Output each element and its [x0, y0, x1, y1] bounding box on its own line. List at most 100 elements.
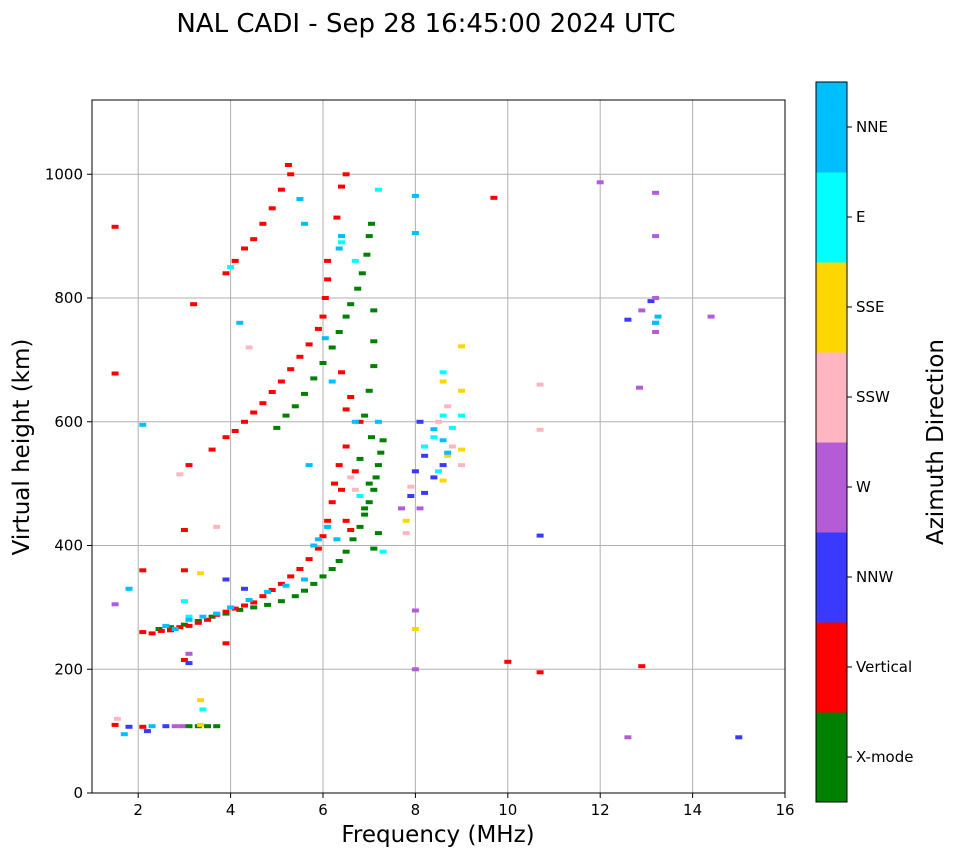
colorbar-label: Azimuth Direction [923, 339, 949, 545]
data-point [652, 190, 660, 195]
data-point [171, 724, 179, 729]
data-point [287, 172, 295, 177]
data-point [167, 628, 174, 633]
data-point [259, 401, 267, 406]
data-point [199, 614, 207, 619]
data-point [162, 623, 170, 628]
data-point [654, 314, 662, 319]
data-point [707, 314, 715, 319]
data-point [277, 187, 285, 192]
data-point [321, 296, 329, 300]
data-point [411, 231, 419, 235]
data-point [342, 444, 350, 449]
data-point [458, 447, 466, 452]
data-point [374, 463, 382, 468]
data-point [365, 481, 373, 486]
data-point [185, 661, 193, 666]
data-point [439, 478, 447, 483]
data-point [176, 472, 184, 477]
data-point [430, 427, 438, 432]
data-point [458, 463, 466, 468]
data-point [377, 450, 385, 455]
data-point [305, 557, 313, 562]
data-point [398, 506, 405, 511]
data-point [411, 608, 419, 613]
data-point [636, 385, 643, 390]
colorbar-segment [816, 352, 847, 443]
y-axis-ticks: 0 200 400 600 800 1000 [45, 165, 92, 802]
data-point [143, 729, 151, 734]
data-point [185, 463, 193, 468]
data-point [222, 271, 230, 276]
series-nnw [125, 299, 743, 740]
data-point [361, 506, 369, 511]
data-point [439, 438, 447, 443]
data-point [250, 600, 258, 605]
data-point [139, 724, 147, 729]
colorbar-tick-label: NNW [856, 568, 893, 586]
colorbar-tick-label: SSW [856, 388, 890, 406]
series-nne [120, 193, 662, 737]
data-point [185, 651, 193, 656]
data-point [354, 286, 362, 291]
colorbar-segment [816, 712, 847, 803]
data-point [448, 425, 456, 430]
data-point [735, 735, 743, 740]
data-point [178, 724, 186, 729]
data-point [331, 481, 338, 486]
data-point [356, 494, 364, 498]
data-point [365, 234, 373, 239]
data-point [167, 625, 174, 630]
data-point [204, 724, 211, 729]
data-point [264, 602, 272, 607]
data-point [342, 518, 350, 523]
data-point [310, 543, 318, 548]
data-point [448, 444, 456, 449]
data-point [342, 172, 350, 177]
data-point [291, 594, 299, 599]
data-point [319, 314, 327, 319]
data-point [111, 371, 119, 376]
data-point [148, 724, 156, 729]
data-point [335, 463, 343, 468]
data-point [236, 320, 244, 325]
data-point [430, 475, 438, 480]
data-point [368, 221, 375, 226]
data-point [333, 537, 341, 542]
data-point [421, 490, 429, 495]
data-point [213, 724, 221, 729]
data-point [402, 531, 410, 536]
data-point [435, 469, 442, 474]
data-point [222, 641, 230, 646]
data-point [411, 627, 419, 631]
plot-area: 2 4 6 8 10 12 14 16 0 200 400 600 800 1000 [45, 99, 795, 819]
data-point [370, 339, 378, 344]
data-point [301, 391, 308, 396]
data-point [125, 586, 133, 591]
data-point [284, 163, 292, 167]
data-point [310, 581, 318, 586]
data-point [259, 594, 267, 599]
data-point [338, 370, 345, 375]
colorbar-tick-label: X-mode [856, 748, 913, 766]
data-point [351, 469, 359, 474]
data-point [241, 246, 248, 251]
data-point [264, 589, 272, 594]
data-point [250, 410, 258, 415]
colorbar-segment [816, 622, 847, 713]
series-ssw [113, 345, 544, 721]
grid-lines [92, 100, 786, 794]
data-point [176, 625, 184, 630]
data-point [361, 413, 369, 418]
data-point [435, 419, 442, 424]
series-w [111, 180, 715, 740]
data-point [277, 599, 285, 604]
data-point [277, 379, 285, 384]
data-point [361, 512, 369, 517]
data-point [222, 577, 230, 582]
data-point [180, 568, 188, 573]
data-point [638, 308, 646, 313]
series-vertical [111, 163, 646, 729]
